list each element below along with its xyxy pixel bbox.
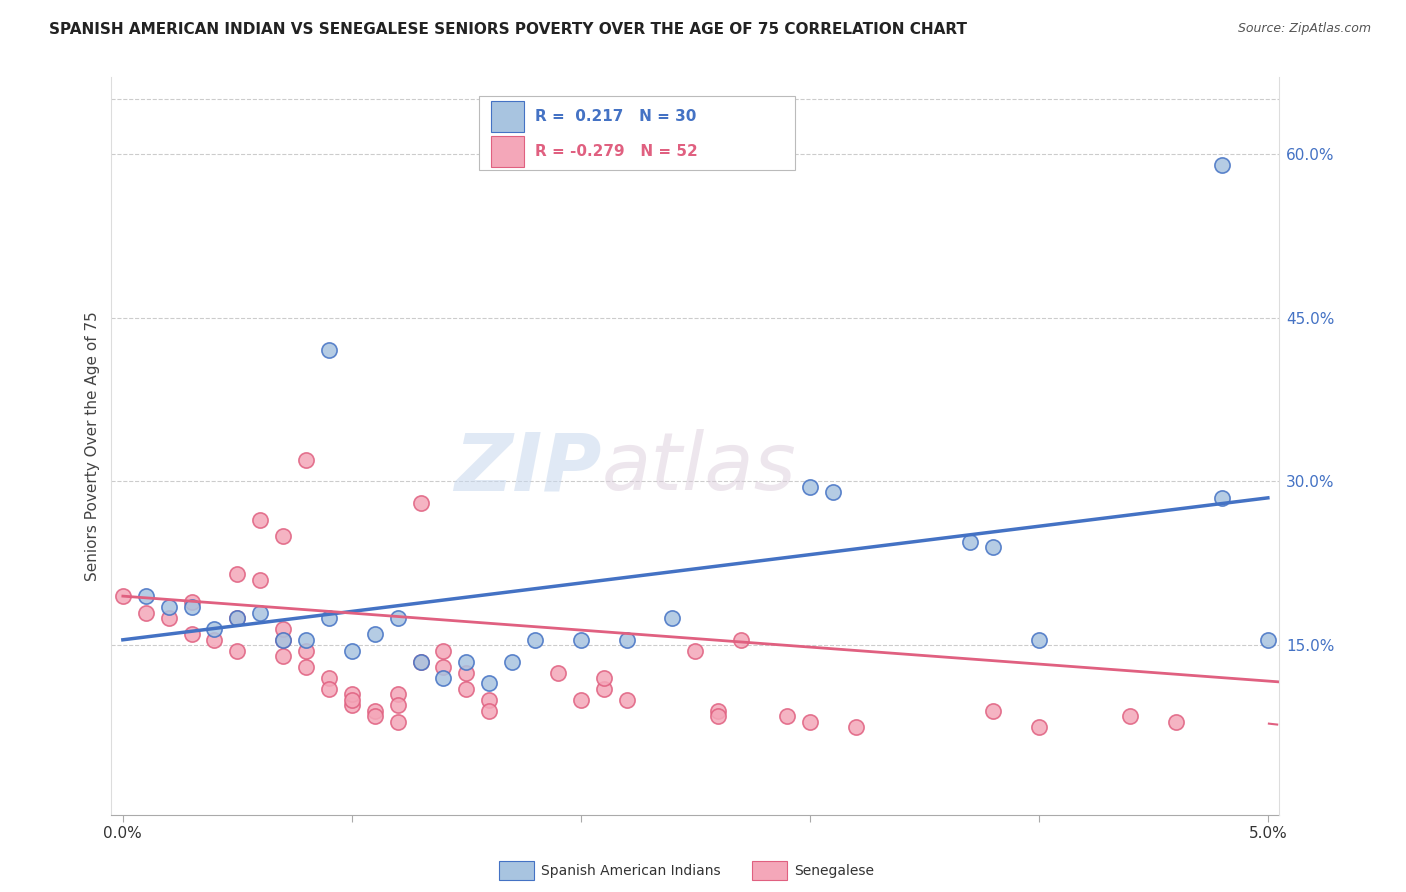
Point bbox=[271, 632, 294, 647]
Text: R = -0.279   N = 52: R = -0.279 N = 52 bbox=[536, 144, 699, 159]
Point bbox=[478, 693, 501, 707]
Point bbox=[592, 671, 614, 685]
Point bbox=[776, 709, 799, 723]
Point bbox=[409, 655, 432, 669]
Point bbox=[271, 529, 294, 543]
Bar bbox=[491, 101, 523, 132]
Point bbox=[547, 665, 569, 680]
Point bbox=[1257, 632, 1279, 647]
Text: atlas: atlas bbox=[602, 429, 797, 507]
Point bbox=[592, 681, 614, 696]
Point bbox=[1028, 720, 1050, 734]
Point bbox=[432, 671, 454, 685]
Point bbox=[387, 611, 409, 625]
Point bbox=[1028, 632, 1050, 647]
Point bbox=[226, 611, 249, 625]
Point bbox=[730, 632, 752, 647]
Text: Source: ZipAtlas.com: Source: ZipAtlas.com bbox=[1237, 22, 1371, 36]
Point bbox=[249, 573, 271, 587]
Point bbox=[959, 534, 981, 549]
Point bbox=[478, 676, 501, 690]
Point bbox=[616, 693, 638, 707]
Point bbox=[478, 704, 501, 718]
Point bbox=[340, 693, 363, 707]
Point bbox=[318, 343, 340, 358]
Point bbox=[456, 665, 478, 680]
Point bbox=[685, 644, 707, 658]
Point bbox=[204, 632, 226, 647]
Point bbox=[364, 709, 387, 723]
Point bbox=[111, 589, 134, 603]
Point bbox=[180, 627, 202, 641]
Point bbox=[387, 687, 409, 701]
Point bbox=[271, 622, 294, 636]
Point bbox=[1211, 158, 1233, 172]
Point bbox=[135, 589, 157, 603]
Point bbox=[249, 513, 271, 527]
Point bbox=[295, 660, 318, 674]
Point bbox=[821, 485, 844, 500]
Point bbox=[180, 594, 202, 608]
Point bbox=[1166, 714, 1188, 729]
Point bbox=[340, 687, 363, 701]
Point bbox=[226, 567, 249, 582]
Point bbox=[157, 600, 180, 615]
Point bbox=[456, 655, 478, 669]
Point bbox=[387, 714, 409, 729]
Y-axis label: Seniors Poverty Over the Age of 75: Seniors Poverty Over the Age of 75 bbox=[86, 311, 100, 581]
Point bbox=[271, 649, 294, 664]
Point bbox=[845, 720, 868, 734]
Point bbox=[432, 644, 454, 658]
Point bbox=[204, 622, 226, 636]
Bar bbox=[491, 136, 523, 167]
Point bbox=[1211, 491, 1233, 505]
Point bbox=[707, 704, 730, 718]
Point bbox=[180, 600, 202, 615]
Text: R =  0.217   N = 30: R = 0.217 N = 30 bbox=[536, 109, 697, 124]
Point bbox=[295, 452, 318, 467]
Text: Spanish American Indians: Spanish American Indians bbox=[541, 863, 721, 878]
Text: Senegalese: Senegalese bbox=[794, 863, 875, 878]
Point bbox=[318, 681, 340, 696]
Point bbox=[661, 611, 683, 625]
Point bbox=[569, 693, 592, 707]
Point bbox=[271, 632, 294, 647]
Point bbox=[799, 480, 821, 494]
Point bbox=[135, 606, 157, 620]
Point bbox=[226, 644, 249, 658]
Text: SPANISH AMERICAN INDIAN VS SENEGALESE SENIORS POVERTY OVER THE AGE OF 75 CORRELA: SPANISH AMERICAN INDIAN VS SENEGALESE SE… bbox=[49, 22, 967, 37]
Point bbox=[569, 632, 592, 647]
Point bbox=[409, 496, 432, 510]
Point bbox=[432, 660, 454, 674]
Point bbox=[501, 655, 523, 669]
Text: ZIP: ZIP bbox=[454, 429, 602, 507]
Point bbox=[799, 714, 821, 729]
Point bbox=[981, 704, 1004, 718]
Point bbox=[409, 655, 432, 669]
Point bbox=[456, 681, 478, 696]
Bar bbox=[479, 95, 794, 169]
Point bbox=[226, 611, 249, 625]
Point bbox=[981, 540, 1004, 554]
Point bbox=[340, 644, 363, 658]
Point bbox=[364, 627, 387, 641]
Point bbox=[524, 632, 547, 647]
Point bbox=[340, 698, 363, 713]
Point bbox=[295, 644, 318, 658]
Point bbox=[318, 611, 340, 625]
Point bbox=[295, 632, 318, 647]
Point bbox=[318, 671, 340, 685]
Point bbox=[616, 632, 638, 647]
Point bbox=[1119, 709, 1142, 723]
Point bbox=[387, 698, 409, 713]
Point bbox=[364, 704, 387, 718]
Point bbox=[157, 611, 180, 625]
Point bbox=[249, 606, 271, 620]
Point bbox=[707, 709, 730, 723]
